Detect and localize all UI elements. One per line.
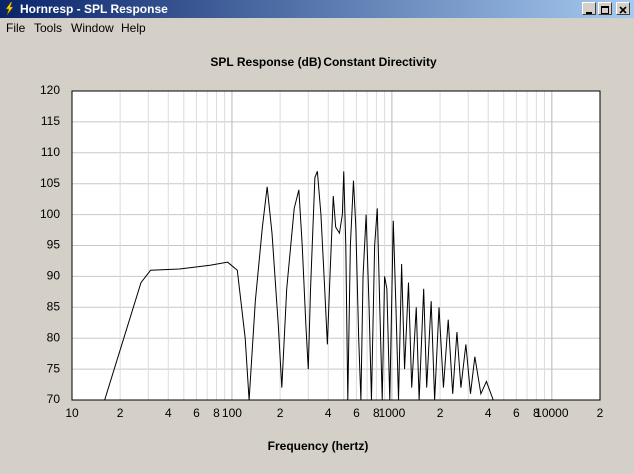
x-tick-label: 2: [117, 406, 124, 420]
close-button[interactable]: [616, 2, 630, 15]
app-icon: [5, 2, 14, 15]
y-tick-label: 95: [47, 238, 61, 252]
title-bar: Hornresp - SPL Response: [0, 0, 634, 18]
x-tick-label: 8: [213, 406, 220, 420]
minimize-button[interactable]: [582, 2, 596, 15]
y-tick-label: 110: [41, 145, 60, 159]
y-tick-label: 70: [47, 392, 61, 406]
menu-bar: File Tools Window Help: [0, 18, 634, 36]
x-tick-label: 1000: [379, 406, 406, 420]
y-tick-label: 105: [40, 176, 60, 190]
plot-border: [71, 90, 601, 401]
x-tick-label: 10000: [535, 406, 569, 420]
y-tick-label: 90: [47, 269, 61, 283]
menu-item[interactable]: Window: [71, 21, 114, 35]
y-tick-label: 75: [47, 361, 61, 375]
maximize-button[interactable]: [598, 2, 612, 15]
x-tick-label: 8: [533, 406, 540, 420]
x-tick-label: 6: [193, 406, 200, 420]
chart: SPL Response (dB) Constant Directivity F…: [40, 55, 604, 453]
x-tick-label: 2: [277, 406, 284, 420]
window-title: Hornresp - SPL Response: [20, 2, 168, 16]
spl-curve: [104, 171, 497, 400]
menu-item[interactable]: File: [6, 21, 26, 35]
x-tick-label: 2: [437, 406, 444, 420]
x-tick-label: 2: [597, 406, 604, 420]
x-tick-label: 100: [222, 406, 242, 420]
x-axis-label: Frequency (hertz): [268, 439, 369, 453]
x-tick-label: 8: [373, 406, 380, 420]
x-tick-label: 6: [353, 406, 360, 420]
x-tick-label: 4: [165, 406, 172, 420]
y-tick-label: 120: [40, 83, 60, 97]
y-tick-label: 100: [40, 207, 60, 221]
menu-item[interactable]: Tools: [34, 21, 63, 35]
chart-title: SPL Response (dB): [210, 55, 321, 69]
x-tick-label: 4: [485, 406, 492, 420]
chart-subtitle: Constant Directivity: [323, 55, 437, 69]
y-tick-label: 85: [47, 299, 61, 313]
y-tick-label: 80: [47, 330, 61, 344]
y-tick-label: 115: [41, 114, 60, 128]
x-tick-label: 4: [325, 406, 332, 420]
x-tick-label: 10: [65, 406, 79, 420]
menu-item[interactable]: Help: [121, 21, 146, 35]
x-tick-label: 6: [513, 406, 520, 420]
